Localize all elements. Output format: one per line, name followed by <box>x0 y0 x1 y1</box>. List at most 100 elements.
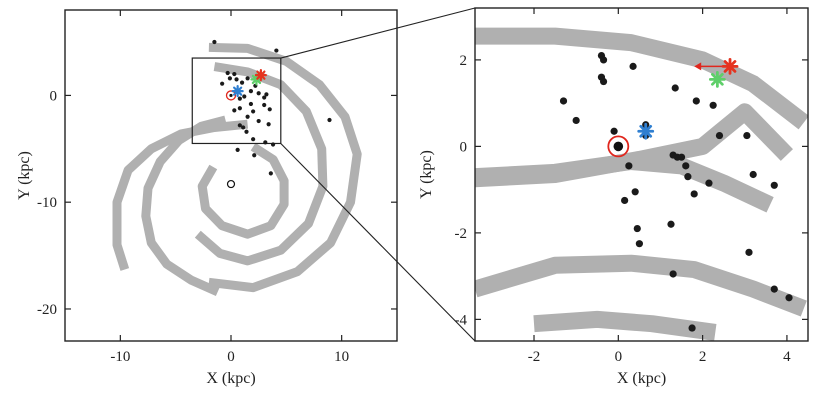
maser-point <box>631 188 639 196</box>
maser-point <box>671 84 679 92</box>
y-tick-label: -20 <box>37 302 57 318</box>
x-tick-label: 2 <box>699 349 707 365</box>
maser-point <box>274 48 279 53</box>
zoom-connectors <box>280 7 476 342</box>
maser-point <box>248 89 254 94</box>
x-tick-label: 10 <box>334 349 349 365</box>
y-tick-label: -4 <box>455 312 468 328</box>
plot-frame <box>64 9 398 342</box>
maser-point <box>237 96 242 101</box>
green-star-marker <box>708 70 726 88</box>
maser-point <box>682 162 690 170</box>
maser-point <box>239 80 245 85</box>
maser-point <box>327 117 332 123</box>
red-star-marker <box>721 57 739 75</box>
maser-point <box>692 97 700 105</box>
maser-point <box>621 196 629 205</box>
spiral-arm-1 <box>475 27 808 130</box>
y-axis-title: Y (kpc) <box>16 151 33 200</box>
maser-point <box>256 91 261 96</box>
maser-point <box>770 181 778 189</box>
maser-point <box>690 190 698 198</box>
maser-point <box>559 97 568 105</box>
maser-point <box>251 137 256 142</box>
x-tick-label: 0 <box>227 349 235 365</box>
y-tick-label: -2 <box>455 226 468 242</box>
maser-point <box>251 109 256 114</box>
maser-point <box>262 95 267 100</box>
y-tick-label: -10 <box>37 195 57 211</box>
maser-point <box>270 142 276 147</box>
y-tick-label: 0 <box>460 139 468 155</box>
x-tick-label: 0 <box>615 349 623 365</box>
red-star-marker <box>254 69 267 82</box>
plot-area <box>475 27 808 341</box>
maser-point <box>237 106 242 111</box>
maser-point <box>625 162 633 170</box>
maser-point <box>705 179 713 187</box>
maser-point <box>220 81 225 86</box>
spiral-arm-4 <box>475 254 807 317</box>
maser-point <box>241 125 246 130</box>
maser-point <box>599 56 608 64</box>
maser-point <box>227 76 232 81</box>
y-tick-label: 0 <box>50 88 58 104</box>
maser-point <box>610 127 618 135</box>
maser-point <box>743 131 751 140</box>
maser-point <box>749 170 757 179</box>
zoom-connector-bottom <box>280 143 476 342</box>
spiral-arm-3 <box>197 142 289 239</box>
spiral-arm-5 <box>533 310 717 341</box>
maser-point <box>770 285 778 293</box>
y-tick-label: 2 <box>460 53 468 69</box>
maser-point <box>684 173 692 181</box>
maser-point <box>263 140 268 145</box>
arrow-head <box>694 62 702 71</box>
x-axis-title: X (kpc) <box>206 370 255 387</box>
maser-point <box>245 76 250 81</box>
sun-ring <box>607 135 630 158</box>
maser-point <box>267 107 272 112</box>
blue-star-marker <box>231 85 244 98</box>
x-tick-label: -2 <box>528 349 541 365</box>
y-axis-title: Y (kpc) <box>418 150 435 199</box>
plot-area <box>112 39 362 297</box>
maser-point <box>225 70 230 76</box>
maser-point <box>264 92 269 97</box>
sun-ring <box>225 90 237 101</box>
maser-point <box>688 324 696 332</box>
maser-point <box>669 270 677 278</box>
x-tick-label: -10 <box>110 349 130 365</box>
maser-point <box>785 294 793 302</box>
right-panel: -2 0 2 4 2 0 -2 -4 X (kpc) Y (kpc) <box>418 7 809 387</box>
maser-point <box>242 94 247 99</box>
maser-point <box>673 153 681 161</box>
green-star-marker <box>250 73 263 86</box>
blue-star-marker <box>637 122 655 140</box>
left-panel: -10 0 10 0 -10 -20 X (kpc) Y (kpc) <box>16 9 398 387</box>
maser-point <box>629 62 637 70</box>
maser-point <box>262 102 267 108</box>
maser-point <box>248 101 254 107</box>
maser-point <box>232 108 237 113</box>
galactic-center-marker <box>226 179 236 189</box>
maser-point <box>234 77 239 82</box>
spiral-arm-1 <box>208 42 362 293</box>
x-tick-label: 4 <box>783 349 791 365</box>
maser-point <box>599 77 608 86</box>
maser-point <box>709 101 717 109</box>
maser-point <box>252 153 257 158</box>
maser-point <box>245 114 250 119</box>
maser-point <box>715 131 724 140</box>
x-axis-title: X (kpc) <box>617 370 666 387</box>
maser-point <box>235 147 240 152</box>
maser-point <box>266 122 271 127</box>
maser-point <box>232 71 237 77</box>
maser-point <box>244 129 249 134</box>
spiral-arm-3 <box>475 153 774 213</box>
maser-point <box>633 224 641 233</box>
spiral-arm-5 <box>112 119 249 271</box>
maser-point <box>237 123 242 128</box>
maser-point <box>635 240 643 248</box>
